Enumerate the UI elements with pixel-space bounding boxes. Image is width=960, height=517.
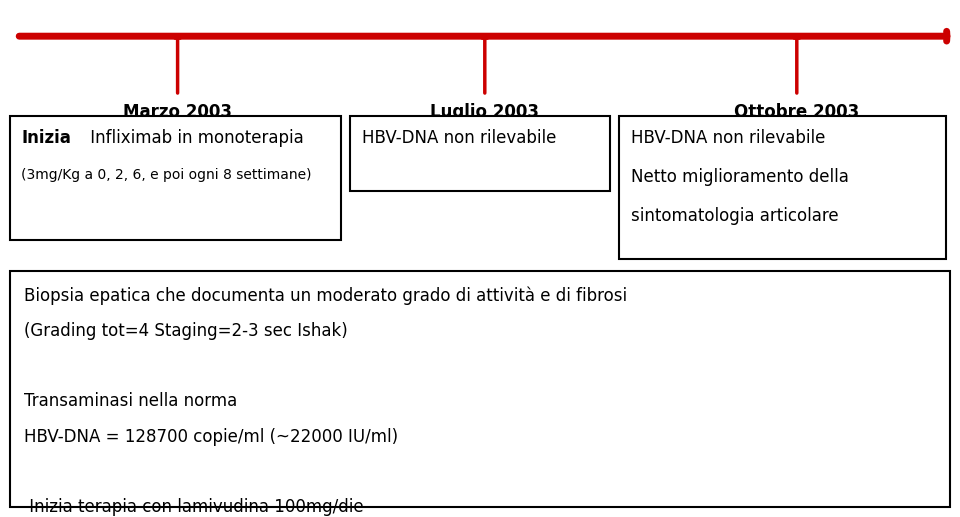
FancyBboxPatch shape <box>10 116 341 240</box>
FancyBboxPatch shape <box>10 271 950 507</box>
Text: HBV-DNA non rilevabile: HBV-DNA non rilevabile <box>631 129 825 147</box>
Text: HBV-DNA = 128700 copie/ml (~22000 IU/ml): HBV-DNA = 128700 copie/ml (~22000 IU/ml) <box>24 428 398 446</box>
Text: Infliximab in monoterapia: Infliximab in monoterapia <box>85 129 304 147</box>
Text: sintomatologia articolare: sintomatologia articolare <box>631 207 838 225</box>
Text: Luglio 2003: Luglio 2003 <box>430 103 540 121</box>
FancyBboxPatch shape <box>350 116 610 191</box>
Text: Marzo 2003: Marzo 2003 <box>123 103 232 121</box>
Text: Inizia: Inizia <box>21 129 71 147</box>
FancyBboxPatch shape <box>619 116 946 258</box>
Text: (3mg/Kg a 0, 2, 6, e poi ogni 8 settimane): (3mg/Kg a 0, 2, 6, e poi ogni 8 settiman… <box>21 168 312 182</box>
Text: Inizia terapia con lamivudina 100mg/die: Inizia terapia con lamivudina 100mg/die <box>24 498 364 516</box>
Text: Netto miglioramento della: Netto miglioramento della <box>631 168 849 186</box>
Text: Ottobre 2003: Ottobre 2003 <box>734 103 859 121</box>
Text: Biopsia epatica che documenta un moderato grado di attività e di fibrosi: Biopsia epatica che documenta un moderat… <box>24 287 627 306</box>
Text: (Grading tot=4 Staging=2-3 sec Ishak): (Grading tot=4 Staging=2-3 sec Ishak) <box>24 322 348 340</box>
Text: HBV-DNA non rilevabile: HBV-DNA non rilevabile <box>362 129 556 147</box>
Text: Transaminasi nella norma: Transaminasi nella norma <box>24 392 237 410</box>
